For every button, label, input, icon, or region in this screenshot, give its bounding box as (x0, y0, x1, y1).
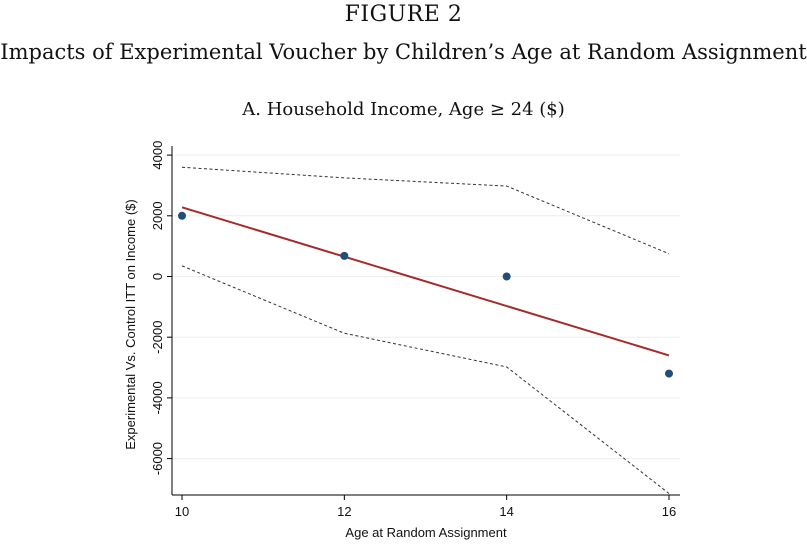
y-tick-label: 2000 (150, 201, 165, 230)
y-tick-label: -4000 (150, 381, 165, 414)
data-point (665, 369, 673, 378)
data-points (178, 211, 673, 378)
panel-title: A. Household Income, Age ≥ 24 ($) (242, 99, 565, 120)
x-tick-label: 16 (662, 504, 676, 519)
figure-label: FIGURE 2 (344, 2, 463, 27)
y-tick-label: -2000 (150, 321, 165, 354)
ci-line (181, 166, 670, 255)
data-point (502, 272, 511, 281)
figure-title: Impacts of Experimental Voucher by Child… (0, 40, 807, 64)
fit-lines (181, 206, 670, 357)
data-point (178, 211, 186, 220)
x-tick-label: 10 (175, 504, 189, 519)
axes (167, 146, 680, 500)
data-point (340, 251, 349, 260)
ci-line (181, 265, 670, 494)
x-tick-label: 12 (337, 504, 351, 519)
y-axis-label: Experimental Vs. Control ITT on Income (… (123, 199, 138, 449)
y-tick-label: 4000 (150, 141, 165, 170)
fit-line (181, 206, 670, 357)
y-tick-label: 0 (150, 273, 165, 280)
x-tick-label: 14 (499, 504, 513, 519)
x-axis-label: Age at Random Assignment (345, 525, 507, 540)
ci-lines (181, 166, 670, 494)
grid-lines (172, 154, 680, 460)
y-tick-label: -6000 (150, 442, 165, 475)
tick-labels: -6000 -4000 -2000 0 2000 4000 10 12 14 16 (150, 141, 676, 519)
